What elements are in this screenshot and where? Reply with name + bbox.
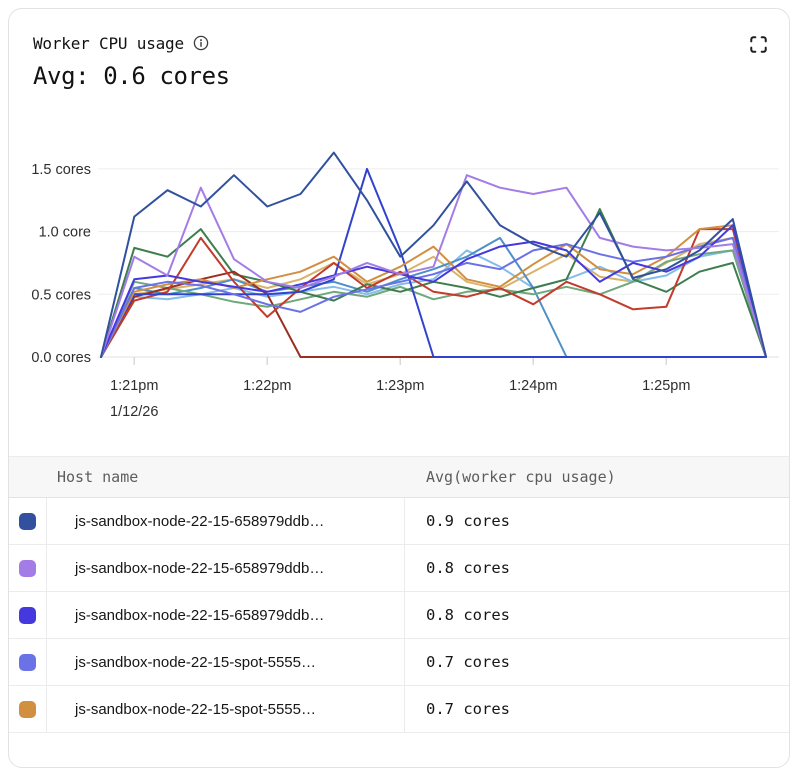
swatch-cell	[9, 545, 47, 591]
table-row[interactable]: js-sandbox-node-22-15-658979ddb… 0.8 cor…	[9, 592, 789, 639]
swatch-cell	[9, 686, 47, 732]
x-axis-label: 1:24pm	[509, 378, 557, 394]
series-color-swatch	[19, 559, 36, 577]
series-color-swatch	[19, 512, 36, 530]
y-axis-label: 0.5 cores	[31, 287, 91, 303]
series-color-swatch	[19, 606, 36, 624]
avg-value-cell: 0.8 cores	[426, 559, 510, 577]
y-axis-label: 1.5 cores	[31, 162, 91, 178]
x-axis-date-label: 1/12/26	[110, 404, 158, 420]
avg-value-cell: 0.7 cores	[426, 700, 510, 718]
series-line	[100, 228, 767, 358]
x-axis-label: 1:23pm	[376, 378, 424, 394]
average-summary: Avg: 0.6 cores	[33, 62, 230, 90]
info-icon	[193, 35, 209, 51]
swatch-cell	[9, 639, 47, 685]
avg-value-cell: 0.9 cores	[426, 512, 510, 530]
avg-value-cell: 0.7 cores	[426, 653, 510, 671]
x-axis-label: 1:22pm	[243, 378, 291, 394]
x-axis-label: 1:21pm	[110, 378, 158, 394]
series-color-swatch	[19, 653, 36, 671]
table-row[interactable]: js-sandbox-node-22-15-spot-5555… 0.7 cor…	[9, 686, 789, 733]
info-button[interactable]	[193, 35, 209, 51]
host-table: Host name Avg(worker cpu usage) js-sandb…	[9, 456, 789, 733]
column-header-avg-usage[interactable]: Avg(worker cpu usage)	[426, 468, 616, 486]
swatch-cell	[9, 592, 47, 638]
host-name-cell: js-sandbox-node-22-15-658979ddb…	[47, 592, 405, 638]
series-line	[100, 174, 767, 358]
host-name-cell: js-sandbox-node-22-15-spot-5555…	[47, 686, 405, 732]
expand-icon	[749, 35, 767, 53]
series-line	[100, 236, 767, 358]
avg-value-cell: 0.8 cores	[426, 606, 510, 624]
y-axis-label: 1.0 core	[39, 225, 91, 241]
table-body: js-sandbox-node-22-15-658979ddb… 0.9 cor…	[9, 498, 789, 733]
host-name-cell: js-sandbox-node-22-15-spot-5555…	[47, 639, 405, 685]
table-row[interactable]: js-sandbox-node-22-15-658979ddb… 0.8 cor…	[9, 545, 789, 592]
column-header-host-name[interactable]: Host name	[57, 468, 139, 486]
expand-button[interactable]	[747, 33, 769, 55]
table-row[interactable]: js-sandbox-node-22-15-658979ddb… 0.9 cor…	[9, 498, 789, 545]
table-row[interactable]: js-sandbox-node-22-15-spot-5555… 0.7 cor…	[9, 639, 789, 686]
series-line	[100, 249, 767, 358]
y-axis-label: 0.0 cores	[31, 350, 91, 366]
series-line	[100, 224, 767, 358]
host-name-cell: js-sandbox-node-22-15-658979ddb…	[47, 545, 405, 591]
series-line	[100, 224, 767, 358]
host-name-cell: js-sandbox-node-22-15-658979ddb…	[47, 498, 405, 544]
widget-title: Worker CPU usage	[33, 33, 184, 53]
cpu-usage-widget-card: Worker CPU usage Avg: 0.6 cores 0.0 core…	[8, 8, 790, 768]
cpu-usage-chart: 0.0 cores 0.5 cores 1.0 core 1.5 cores 1:21p…	[31, 151, 779, 420]
x-axis-label: 1:25pm	[642, 378, 690, 394]
widget-header: Worker CPU usage Avg: 0.6 cores	[9, 9, 789, 91]
table-header-row: Host name Avg(worker cpu usage)	[9, 456, 789, 498]
series-line	[100, 167, 767, 358]
swatch-cell	[9, 498, 47, 544]
series-line	[100, 151, 767, 358]
series-color-swatch	[19, 700, 36, 718]
